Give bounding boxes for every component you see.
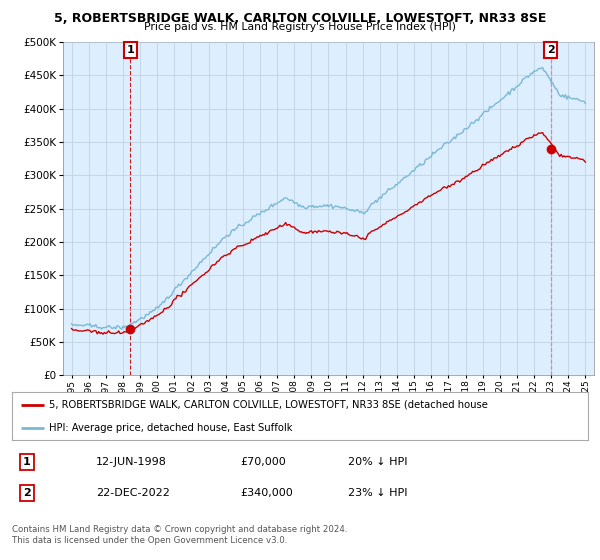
Text: 5, ROBERTSBRIDGE WALK, CARLTON COLVILLE, LOWESTOFT, NR33 8SE: 5, ROBERTSBRIDGE WALK, CARLTON COLVILLE,…: [54, 12, 546, 25]
Text: 2: 2: [23, 488, 31, 498]
Text: Price paid vs. HM Land Registry's House Price Index (HPI): Price paid vs. HM Land Registry's House …: [144, 22, 456, 32]
Text: 2: 2: [547, 45, 554, 55]
Text: 12-JUN-1998: 12-JUN-1998: [96, 457, 167, 467]
Text: 20% ↓ HPI: 20% ↓ HPI: [348, 457, 407, 467]
Text: £340,000: £340,000: [240, 488, 293, 498]
Text: HPI: Average price, detached house, East Suffolk: HPI: Average price, detached house, East…: [49, 423, 293, 433]
Text: 1: 1: [23, 457, 31, 467]
Text: £70,000: £70,000: [240, 457, 286, 467]
Text: 1: 1: [127, 45, 134, 55]
Text: 23% ↓ HPI: 23% ↓ HPI: [348, 488, 407, 498]
Text: 5, ROBERTSBRIDGE WALK, CARLTON COLVILLE, LOWESTOFT, NR33 8SE (detached house: 5, ROBERTSBRIDGE WALK, CARLTON COLVILLE,…: [49, 400, 488, 410]
Text: Contains HM Land Registry data © Crown copyright and database right 2024.
This d: Contains HM Land Registry data © Crown c…: [12, 525, 347, 545]
Text: 22-DEC-2022: 22-DEC-2022: [96, 488, 170, 498]
